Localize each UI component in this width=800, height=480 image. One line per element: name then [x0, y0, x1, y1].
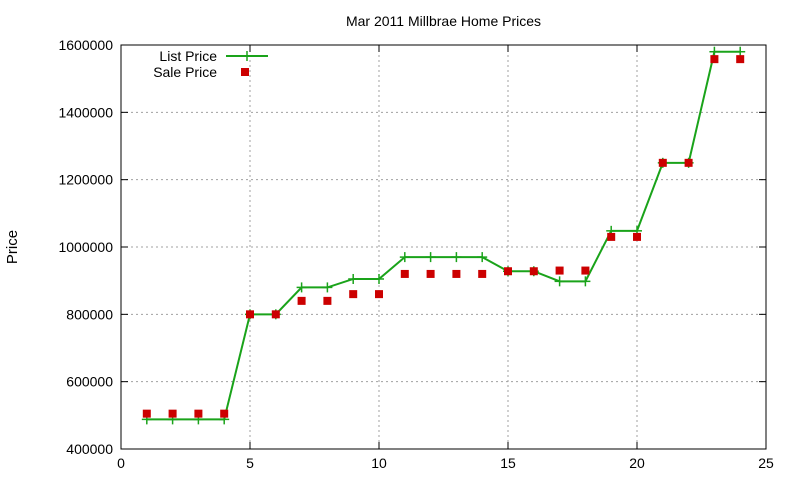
sale-price-point	[142, 409, 151, 418]
sale-price-point	[271, 310, 280, 319]
sale-price-point	[400, 269, 409, 278]
sale-price-point	[168, 409, 177, 418]
y-tick-label: 1600000	[58, 37, 113, 53]
y-tick-label: 1200000	[58, 172, 113, 188]
list-price-line	[146, 50, 741, 421]
sale-price-point	[323, 296, 332, 305]
list-price-point	[374, 273, 384, 284]
y-axis-title: Price	[4, 230, 21, 264]
list-price-series	[141, 46, 746, 425]
list-price-point	[348, 273, 359, 284]
legend-label-sale-price: Sale Price	[153, 64, 217, 80]
sale-price-point	[736, 55, 745, 64]
sale-price-point	[452, 269, 461, 278]
x-tick-label: 10	[371, 455, 387, 471]
legend-marker-sale-price	[241, 68, 249, 76]
x-tick-label: 15	[500, 455, 516, 471]
list-price-point	[709, 46, 720, 57]
sale-price-point	[607, 232, 616, 241]
axis-ticks: 0 5 10 15 20 25 400000 600000 800000 1000000 12000…	[58, 37, 774, 471]
sale-price-point	[684, 158, 693, 167]
list-price-point	[735, 46, 746, 57]
sale-price-point	[633, 232, 641, 241]
list-price-point	[580, 276, 591, 287]
y-tick-label: 600000	[66, 374, 113, 390]
sale-price-point	[529, 267, 538, 276]
sale-price-point	[710, 55, 719, 64]
list-price-point	[554, 276, 565, 287]
x-tick-label: 5	[246, 455, 254, 471]
chart-title: Mar 2011 Millbrae Home Prices	[346, 13, 541, 29]
y-tick-label: 400000	[66, 441, 113, 457]
x-tick-label: 25	[758, 455, 774, 471]
data-series	[141, 46, 746, 425]
sale-price-point	[194, 409, 203, 418]
y-tick-label: 1400000	[58, 104, 113, 120]
sale-price-point	[246, 310, 254, 319]
sale-price-point	[349, 290, 358, 299]
x-tick-label: 20	[629, 455, 645, 471]
x-tick-label: 0	[117, 455, 125, 471]
sale-price-point	[504, 267, 512, 276]
legend-label-list-price: List Price	[159, 48, 217, 64]
legend-marker-list-price	[242, 51, 252, 61]
list-price-point	[399, 252, 410, 263]
list-price-point	[322, 282, 333, 293]
sale-price-point	[478, 269, 487, 278]
list-price-point	[425, 252, 436, 263]
list-price-point	[296, 282, 307, 293]
list-price-point	[477, 252, 488, 263]
sale-price-point	[658, 158, 667, 167]
sale-price-point	[426, 269, 435, 278]
sale-price-series	[142, 55, 745, 418]
sale-price-point	[297, 296, 306, 305]
sale-price-point	[581, 266, 590, 275]
y-tick-label: 800000	[66, 306, 113, 322]
sale-price-point	[555, 266, 564, 275]
sale-price-point	[220, 409, 229, 418]
sale-price-point	[375, 290, 383, 299]
list-price-point	[451, 252, 462, 263]
grid	[121, 45, 766, 449]
y-tick-label: 1000000	[58, 239, 113, 255]
